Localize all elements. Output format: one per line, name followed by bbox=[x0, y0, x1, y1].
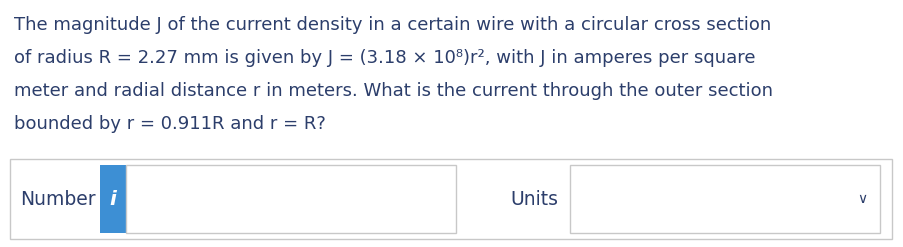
Text: of radius R = 2.27 mm is given by J = (3.18 × 10⁸)r², with J in amperes per squa: of radius R = 2.27 mm is given by J = (3… bbox=[14, 49, 755, 67]
FancyBboxPatch shape bbox=[126, 165, 455, 233]
Text: i: i bbox=[109, 189, 116, 208]
Text: bounded by r = 0.911R and r = R?: bounded by r = 0.911R and r = R? bbox=[14, 115, 325, 133]
Text: The magnitude J of the current density in a certain wire with a circular cross s: The magnitude J of the current density i… bbox=[14, 16, 770, 34]
Text: ∨: ∨ bbox=[856, 192, 866, 206]
Text: meter and radial distance r in meters. What is the current through the outer sec: meter and radial distance r in meters. W… bbox=[14, 82, 772, 100]
FancyBboxPatch shape bbox=[10, 159, 891, 239]
Text: Number: Number bbox=[20, 189, 96, 208]
FancyBboxPatch shape bbox=[570, 165, 879, 233]
FancyBboxPatch shape bbox=[100, 165, 126, 233]
Text: Units: Units bbox=[509, 189, 557, 208]
